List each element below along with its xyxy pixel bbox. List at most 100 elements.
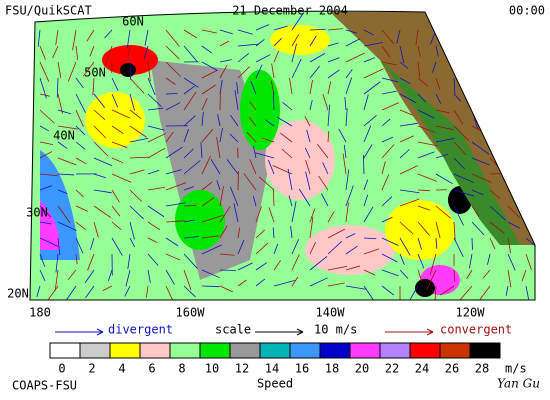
wind-arrow — [453, 269, 456, 282]
colorbar-tick-label: 8 — [178, 362, 185, 376]
wind-arrow — [327, 131, 330, 143]
wind-arrow — [363, 94, 369, 111]
wind-arrow — [39, 205, 52, 218]
wind-arrow — [381, 216, 393, 223]
wind-arrow — [75, 45, 79, 61]
arrow-head — [296, 328, 304, 336]
wind-arrow — [272, 227, 275, 239]
colorbar-tick-label: 2 — [88, 362, 95, 376]
wind-arrow — [271, 63, 275, 79]
wind-arrow — [435, 173, 453, 185]
wind-arrow — [507, 77, 519, 88]
wind-arrow — [87, 253, 95, 271]
wind-arrow — [363, 29, 375, 36]
wind-arrow — [124, 285, 131, 297]
lat-label: 50N — [84, 66, 106, 80]
wind-arrow — [471, 221, 485, 236]
lon-label: 160W — [176, 306, 206, 320]
wind-arrow — [165, 285, 173, 300]
wind-arrow — [57, 173, 75, 176]
lon-label: 120W — [456, 306, 486, 320]
wind-arrow — [111, 125, 124, 134]
colorbar-tick-label: 4 — [118, 362, 125, 376]
wind-arrow — [525, 61, 532, 74]
wind-arrow — [291, 276, 299, 287]
wind-arrow — [219, 206, 231, 223]
wind-arrow — [165, 220, 185, 223]
wind-arrow — [309, 216, 314, 239]
wind-arrow — [345, 52, 365, 63]
wind-arrow — [507, 45, 513, 67]
wind-arrow — [219, 59, 232, 63]
wind-arrow — [57, 205, 71, 224]
wind-arrow — [309, 99, 313, 111]
wind-arrow — [237, 262, 253, 271]
wind-arrow — [52, 45, 59, 59]
wind-arrow — [309, 208, 316, 223]
wind-arrow — [525, 77, 535, 97]
wind-arrow — [489, 109, 507, 118]
wind-arrow — [291, 201, 297, 223]
wind-arrow — [447, 29, 455, 49]
wind-arrow — [85, 285, 95, 299]
wind-arrow — [309, 241, 316, 255]
lon-label: 180 — [29, 306, 51, 320]
wind-arrow — [144, 29, 149, 46]
wind-arrow — [309, 65, 321, 79]
scale-label: scale — [215, 323, 251, 337]
wind-arrow — [468, 253, 473, 269]
wind-arrow — [201, 61, 218, 71]
wind-arrow — [381, 118, 391, 127]
wind-arrow — [507, 269, 512, 288]
lat-label: 30N — [26, 206, 48, 220]
wind-arrow — [487, 253, 491, 265]
wind-arrow — [306, 129, 311, 143]
wind-arrow — [57, 237, 61, 256]
wind-arrow — [291, 12, 305, 31]
wind-arrow — [183, 128, 189, 143]
wind-arrow — [255, 39, 265, 47]
wind-arrow — [129, 205, 144, 220]
wind-arrow — [229, 133, 239, 143]
wind-arrow — [434, 285, 437, 300]
wind-arrow — [147, 169, 160, 175]
wind-arrow — [435, 45, 439, 57]
wind-arrow — [327, 81, 332, 95]
wind-arrow — [291, 239, 299, 255]
wind-arrow — [417, 61, 421, 78]
wind-arrow — [309, 256, 328, 271]
wind-arrow — [237, 29, 253, 35]
wind-arrow — [93, 189, 112, 194]
wind-arrow — [201, 215, 223, 223]
wind-arrow — [453, 189, 475, 197]
wind-arrow — [417, 109, 435, 119]
wind-arrow — [57, 93, 63, 114]
lat-label: 60N — [122, 15, 144, 29]
wind-arrow — [39, 221, 52, 225]
wind-arrow — [497, 29, 509, 45]
wind-arrow — [399, 93, 417, 104]
wind-arrow — [363, 125, 372, 143]
wind-arrow — [381, 196, 393, 207]
wind-arrow — [417, 93, 427, 103]
wind-arrow — [453, 221, 456, 241]
wind-arrow — [75, 93, 86, 113]
colorbar-tick-label: 22 — [385, 362, 399, 376]
wind-arrow — [233, 203, 239, 223]
colorbar-box — [259, 342, 291, 359]
wind-arrow — [93, 125, 107, 139]
wind-arrow — [327, 265, 348, 271]
wind-arrow — [200, 142, 203, 159]
wind-arrow — [129, 221, 135, 240]
colorbar-box — [229, 342, 261, 359]
wind-arrow — [338, 128, 347, 143]
colorbar-tick-label: 18 — [325, 362, 339, 376]
wind-arrow — [201, 98, 208, 111]
wind-arrow — [489, 125, 507, 141]
wind-arrow — [525, 45, 529, 67]
wind-arrow — [417, 237, 423, 250]
wind-arrow — [363, 237, 377, 240]
wind-arrow — [489, 205, 507, 221]
wind-arrow — [165, 237, 179, 247]
colorbar-tick-label: 0 — [58, 362, 65, 376]
